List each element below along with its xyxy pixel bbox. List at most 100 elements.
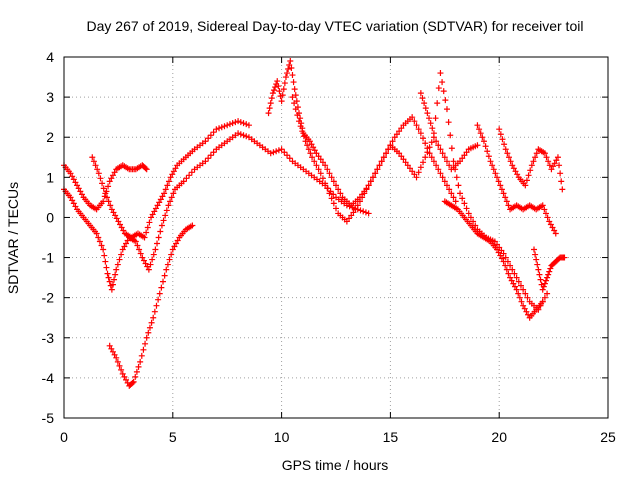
data-point-dense xyxy=(463,205,470,212)
data-point-dense xyxy=(507,158,514,165)
data-point xyxy=(235,130,242,137)
data-point-dense xyxy=(291,100,298,107)
data-point xyxy=(439,150,446,157)
data-point xyxy=(189,222,196,229)
data-point-dense xyxy=(159,193,166,200)
data-point-dense xyxy=(455,182,462,189)
data-point xyxy=(487,158,494,165)
data-point-dense xyxy=(324,166,331,173)
data-point-dense xyxy=(172,165,179,172)
data-point-dense xyxy=(502,254,509,261)
data-point-dense xyxy=(362,209,369,216)
data-point-dense xyxy=(111,276,118,283)
data-point xyxy=(361,190,368,197)
data-point-dense xyxy=(135,363,142,370)
data-point-dense xyxy=(505,202,512,209)
data-point-dense xyxy=(268,95,275,102)
data-point xyxy=(474,122,481,129)
data-point xyxy=(108,286,115,293)
data-point-dense xyxy=(400,156,407,163)
data-point-dense xyxy=(307,150,314,157)
data-point-dense xyxy=(149,256,156,263)
data-point xyxy=(443,182,450,189)
data-point-dense xyxy=(171,243,178,250)
data-point-dense xyxy=(365,182,372,189)
data-point xyxy=(113,266,120,273)
data-point-dense xyxy=(356,198,363,205)
data-point xyxy=(119,246,126,253)
data-point xyxy=(535,266,542,273)
data-point-dense xyxy=(525,311,532,318)
data-point-dense xyxy=(123,240,130,247)
data-point-dense xyxy=(467,214,474,221)
data-point-dense xyxy=(142,340,149,347)
data-point-dense xyxy=(398,153,405,160)
data-point-dense xyxy=(221,123,228,130)
data-point-dense xyxy=(132,373,139,380)
data-point-dense xyxy=(158,284,165,291)
data-point-dense xyxy=(121,243,128,250)
data-point xyxy=(474,142,481,149)
data-point-dense xyxy=(292,92,299,99)
data-point-dense xyxy=(459,155,466,162)
data-point-dense xyxy=(461,200,468,207)
data-point-dense xyxy=(69,197,76,204)
data-point-dense xyxy=(330,200,337,207)
data-point-dense xyxy=(92,162,99,169)
data-point xyxy=(539,286,546,293)
data-point-dense xyxy=(442,97,449,104)
data-point-dense xyxy=(304,142,311,149)
data-point xyxy=(148,214,155,221)
data-point-dense xyxy=(97,175,104,182)
data-point-dense xyxy=(292,106,299,113)
y-tick-label: 4 xyxy=(46,49,54,65)
data-point xyxy=(169,246,176,253)
data-point-dense xyxy=(310,144,317,151)
data-point-dense xyxy=(441,154,448,161)
data-point xyxy=(343,218,350,225)
data-point xyxy=(235,118,242,125)
data-point-dense xyxy=(102,258,109,265)
data-point-dense xyxy=(95,234,102,241)
data-point xyxy=(465,210,472,217)
data-point-dense xyxy=(216,125,223,132)
data-point-dense xyxy=(109,281,116,288)
data-point-dense xyxy=(447,132,454,139)
data-point-dense xyxy=(521,305,528,312)
data-point-dense xyxy=(461,152,468,159)
data-point-dense xyxy=(546,162,553,169)
data-point-dense xyxy=(415,169,422,176)
data-point-dense xyxy=(144,224,151,231)
data-point-dense xyxy=(147,261,154,268)
data-point xyxy=(391,134,398,141)
data-point-dense xyxy=(448,190,455,197)
data-point xyxy=(156,290,163,297)
data-point-dense xyxy=(430,158,437,165)
data-point-dense xyxy=(477,130,484,137)
data-point-dense xyxy=(514,171,521,178)
data-point-dense xyxy=(374,166,381,173)
data-point-dense xyxy=(232,119,239,126)
data-point-dense xyxy=(495,178,502,185)
data-point-dense xyxy=(103,194,110,201)
data-point-dense xyxy=(138,352,145,359)
data-point-dense xyxy=(133,368,140,375)
data-point-dense xyxy=(100,185,107,192)
data-point xyxy=(554,154,561,161)
data-point-dense xyxy=(532,154,539,161)
data-point-dense xyxy=(415,126,422,133)
data-point xyxy=(528,162,535,169)
series-10 xyxy=(496,126,566,193)
data-point xyxy=(93,230,100,237)
data-point xyxy=(100,198,107,205)
data-point-dense xyxy=(289,72,296,79)
data-point xyxy=(544,274,551,281)
data-point-dense xyxy=(205,135,212,142)
y-tick-label: 0 xyxy=(46,209,54,225)
data-point xyxy=(245,122,252,129)
data-point-dense xyxy=(426,144,433,151)
data-point-dense xyxy=(328,174,335,181)
data-point-dense xyxy=(72,203,79,210)
data-point xyxy=(424,110,431,117)
